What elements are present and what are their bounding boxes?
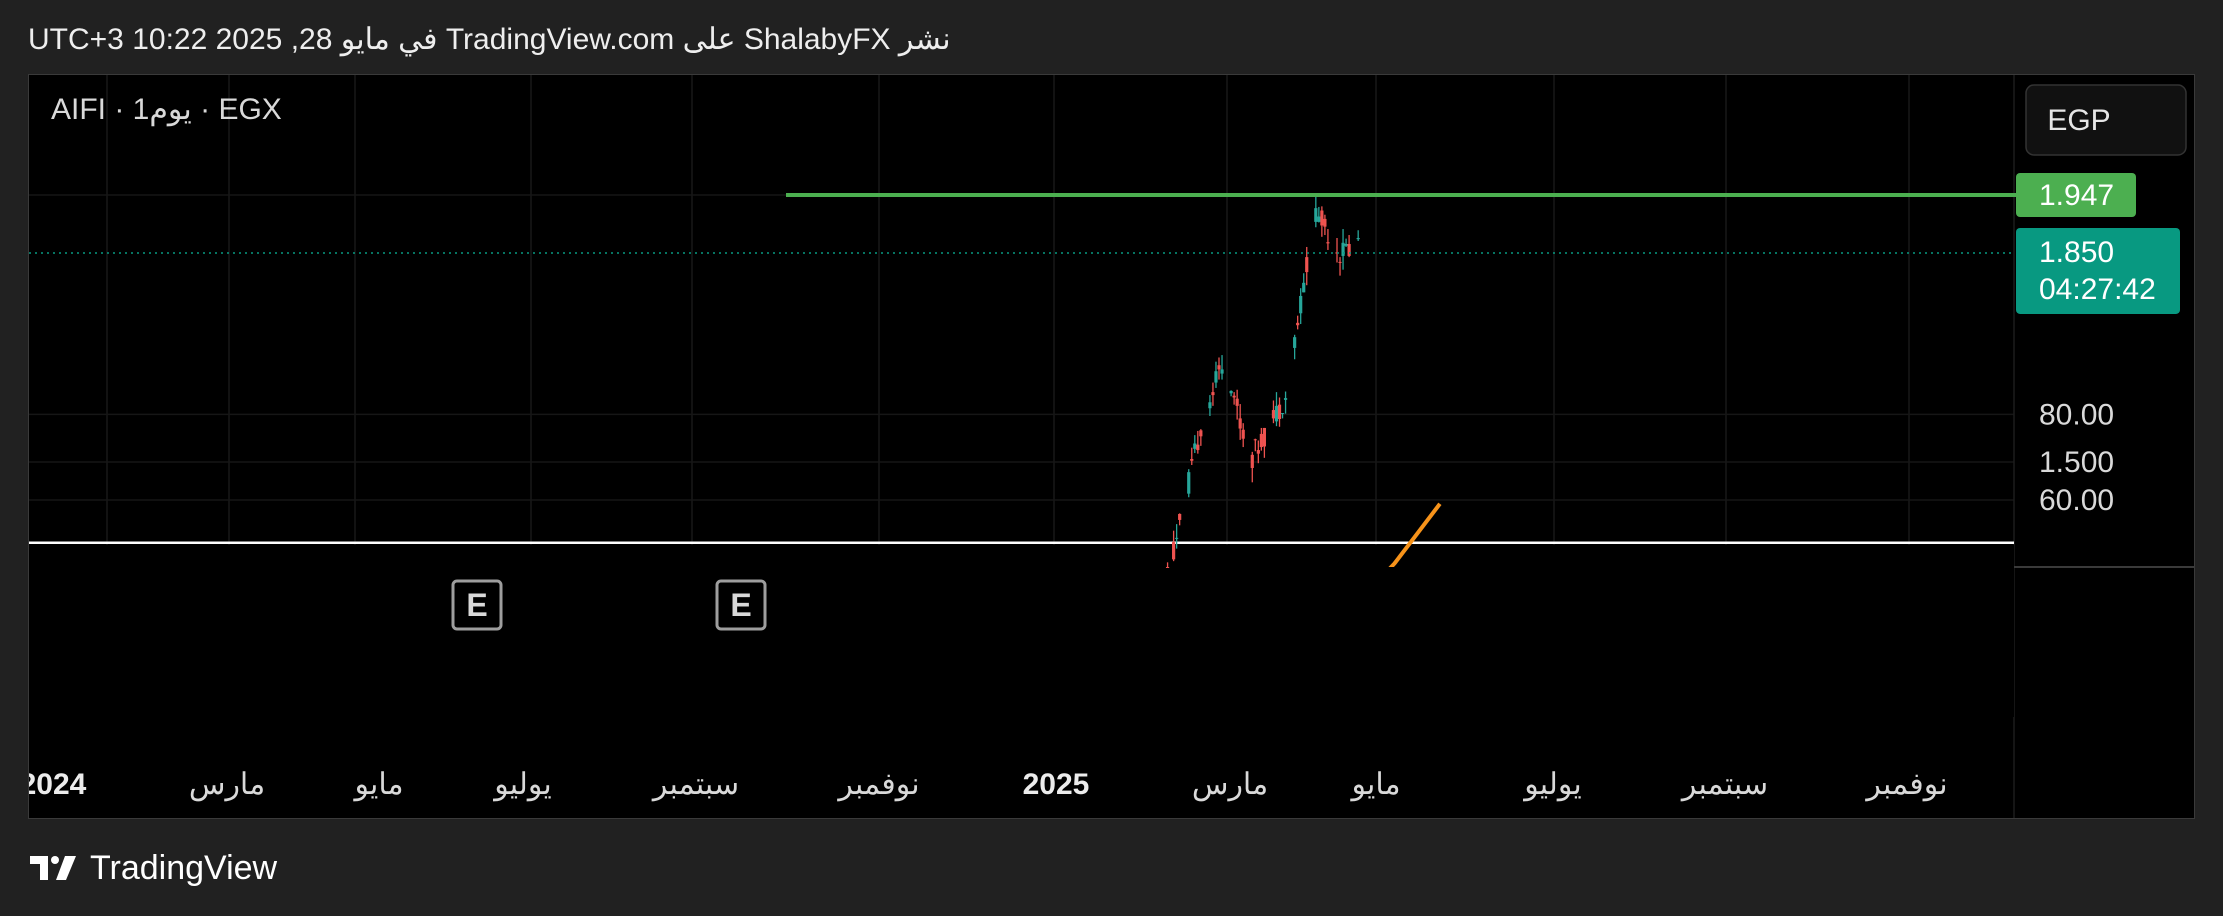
candle-body: [1341, 242, 1345, 256]
candle-body: [1344, 243, 1348, 246]
candle-body: [1338, 261, 1342, 263]
time-axis-label: يوليو: [492, 768, 552, 802]
candle-body: [1317, 216, 1321, 222]
candle-body: [1347, 243, 1351, 256]
last-price-countdown: 04:27:42: [2039, 273, 2156, 306]
earnings-marker-label: E: [466, 587, 487, 623]
candle-body: [1165, 567, 1170, 568]
time-axis-label: نوفمبر: [836, 768, 919, 802]
time-axis-label: 2024: [29, 768, 87, 801]
candle-body: [1356, 238, 1360, 240]
candle-body: [1326, 242, 1330, 244]
rsi-pane: [29, 541, 2014, 717]
candle-body: [1217, 365, 1221, 370]
time-axis-label: مايو: [1349, 768, 1400, 802]
time-axis-label: سبتمبر: [1680, 768, 1768, 802]
candle-body: [1323, 218, 1327, 227]
candle-body: [1253, 439, 1257, 441]
time-axis-label: مارس: [189, 768, 265, 802]
candle-body: [1296, 322, 1300, 326]
candle-body: [1274, 405, 1279, 422]
earnings-marker-label: E: [730, 587, 751, 623]
time-axis-label: 2025: [1023, 768, 1090, 801]
earnings-marker[interactable]: [451, 579, 503, 631]
candle-body: [1299, 295, 1303, 314]
rsi-mask: [29, 544, 2014, 717]
horizontal-line-price-tag: [2016, 173, 2136, 218]
rsi-axis-label: 80.00: [2039, 398, 2114, 431]
candle-body: [1283, 398, 1288, 400]
candle-body: [1320, 210, 1324, 226]
candle-body: [1302, 282, 1306, 293]
main-pane: [1165, 194, 1442, 568]
time-axis-label: يوليو: [1522, 768, 1582, 802]
candle-body: [1175, 537, 1179, 539]
candle-body: [1293, 337, 1297, 348]
tradingview-footer: TradingView: [28, 846, 277, 890]
horizontal-line-price-label: 1.947: [2039, 179, 2114, 212]
candle-body: [1211, 392, 1215, 396]
candle-body: [1187, 472, 1191, 494]
candle-body: [1196, 444, 1200, 451]
candle-body: [1314, 208, 1318, 222]
symbol-line: AIFI · 1يوم · EGX: [51, 93, 282, 127]
time-axis-label: مايو: [352, 768, 403, 802]
candle-body: [1232, 395, 1236, 398]
candle-body: [1214, 371, 1218, 383]
axis-labels: AIFI · 1يوم · EGX EGP 1.500 1.947 1.850 04:27…: [29, 84, 2187, 802]
rsi-axis-label: 60.00: [2039, 484, 2114, 517]
candle-body: [1250, 454, 1254, 468]
candle-body: [1172, 542, 1176, 560]
last-price-label: 1.850: [2039, 236, 2114, 269]
candle-body: [1190, 459, 1194, 461]
candle-body: [1241, 429, 1245, 439]
candle-body: [1271, 410, 1276, 419]
tradingview-brand: TradingView: [90, 848, 278, 887]
last-price-tag: [2016, 227, 2180, 314]
time-axis-label: سبتمبر: [651, 768, 739, 802]
candle-body: [1193, 443, 1197, 449]
candle-body: [1178, 513, 1182, 520]
candle-body: [1235, 398, 1239, 406]
candle-body: [1280, 413, 1285, 415]
candle-body: [1220, 369, 1224, 374]
candle-body: [1262, 427, 1266, 447]
currency-button-label: EGP: [2047, 104, 2110, 137]
candle-body: [1277, 404, 1282, 419]
candle-body: [1229, 390, 1233, 394]
moving-average-line: [1388, 502, 1442, 567]
publish-info: نشر ShalabyFX على TradingView.com في ماي…: [28, 23, 951, 56]
time-axis-label: نوفمبر: [1864, 768, 1947, 802]
candle-body: [1208, 402, 1212, 409]
currency-button[interactable]: [2025, 84, 2187, 156]
time-axis-label: مارس: [1192, 768, 1268, 802]
price-axis-label: 1.500: [2039, 446, 2114, 479]
candle-body: [1305, 257, 1309, 273]
tradingview-logo-icon: [30, 856, 76, 880]
candle-body: [1199, 430, 1203, 437]
candle-body: [1238, 418, 1242, 429]
candle-body: [1259, 433, 1263, 448]
candle-body: [1256, 450, 1260, 454]
earnings-marker[interactable]: [715, 579, 767, 631]
